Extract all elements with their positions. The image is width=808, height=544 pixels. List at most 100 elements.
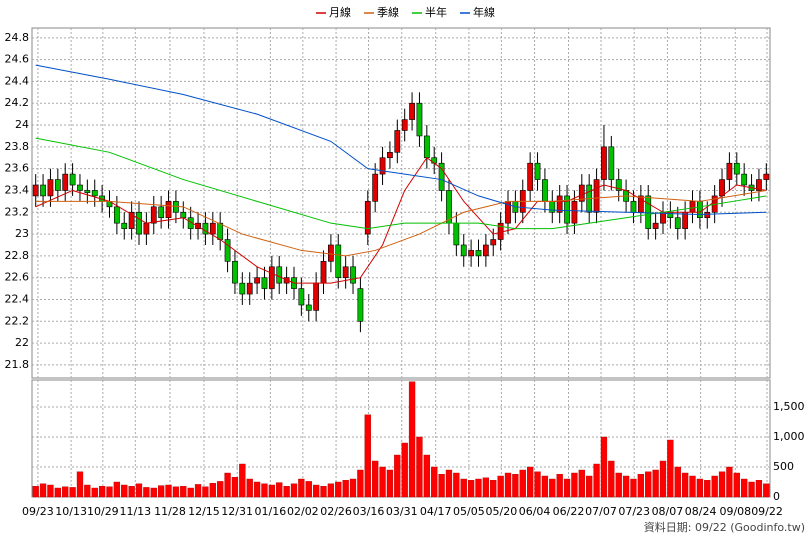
candle-body — [564, 195, 570, 224]
volume-bar — [261, 483, 268, 498]
volume-bar — [76, 471, 84, 498]
legend-label: 半年 — [425, 5, 447, 19]
volume-bar — [372, 460, 379, 498]
candle-body — [689, 201, 696, 213]
candle-body — [32, 184, 39, 197]
x-tick-label: 08/24 — [685, 505, 717, 518]
x-tick-label: 02/26 — [320, 505, 352, 518]
candle-body — [527, 162, 534, 191]
volume-bar — [541, 475, 549, 498]
y-tick-label: 22.2 — [5, 314, 30, 327]
volume-bar — [416, 436, 423, 498]
volume-bar — [342, 480, 349, 498]
volume-bar — [460, 478, 467, 498]
volume-bar — [482, 477, 490, 498]
volume-bar — [563, 478, 571, 498]
volume-bar — [423, 454, 430, 498]
volume-bar — [431, 466, 438, 498]
x-tick-label: 03/16 — [353, 505, 385, 518]
volume-bar — [659, 460, 667, 498]
volume-bar — [54, 487, 61, 498]
volume-bar — [113, 481, 121, 498]
candle-body — [704, 211, 711, 219]
candle-body — [202, 222, 209, 235]
volume-bar — [504, 472, 512, 498]
candle-body — [571, 201, 578, 224]
y-tick-label: 24 — [15, 118, 29, 131]
volume-bar — [741, 478, 748, 498]
volume-bar — [667, 439, 674, 498]
candle-body — [379, 157, 386, 175]
y-tick-label: 24.4 — [5, 74, 30, 87]
volume-panel — [31, 379, 771, 498]
volume-bar — [327, 483, 335, 498]
candle-body — [615, 179, 622, 191]
volume-bar — [681, 472, 689, 498]
candle-body — [77, 184, 83, 191]
candle-body — [158, 206, 165, 219]
candle-body — [741, 173, 748, 186]
volume-bar — [106, 486, 113, 498]
candle-body — [357, 288, 364, 322]
volume-bar — [202, 486, 209, 498]
volume-bar — [394, 454, 401, 498]
y-tick-label: 24.2 — [5, 96, 30, 109]
volume-bar — [763, 483, 770, 498]
candle-body — [372, 173, 379, 202]
candle-body — [54, 179, 61, 191]
volume-bar — [246, 478, 253, 498]
volume-bar — [467, 480, 475, 498]
candle-body — [136, 211, 142, 235]
volume-bar — [135, 483, 143, 498]
volume-bar — [157, 485, 165, 498]
candle-body — [224, 239, 231, 262]
volume-bar — [615, 472, 622, 498]
candle-body — [364, 201, 371, 235]
candle-body — [556, 195, 563, 213]
candle-body — [593, 179, 600, 213]
volume-bar — [652, 469, 659, 498]
y-tick-label: 22 — [15, 336, 29, 349]
volume-bar — [622, 475, 630, 498]
candle-body — [209, 222, 216, 235]
candle-body — [652, 222, 659, 229]
candle-body — [423, 135, 430, 159]
candle-body — [350, 266, 356, 284]
volume-bar — [586, 475, 593, 498]
volume-bar — [39, 483, 47, 498]
volume-bar — [364, 414, 371, 498]
candle-body — [453, 222, 460, 246]
volume-bar — [253, 481, 261, 498]
candle-body — [305, 304, 312, 311]
price-panel — [31, 27, 771, 379]
y-tick-label: 23.4 — [5, 183, 30, 196]
volume-bar — [305, 481, 312, 498]
x-tick-label: 05/05 — [453, 505, 485, 518]
candle-body — [143, 222, 150, 235]
volume-bar — [519, 469, 526, 498]
ma-line — [35, 64, 767, 215]
x-tick-label: 11/13 — [119, 505, 151, 518]
volume-bar — [600, 436, 608, 498]
candle-body — [128, 211, 135, 229]
y-tick-label: 24.8 — [5, 31, 30, 44]
x-tick-label: 09/23 — [22, 505, 54, 518]
volume-bar — [549, 478, 556, 498]
ma-line — [35, 157, 767, 284]
y2-tick-label: 1,000 — [773, 430, 805, 443]
candle-body — [608, 146, 615, 180]
candle-body — [401, 119, 408, 131]
volume-bar — [91, 487, 98, 498]
volume-bar — [696, 478, 704, 498]
volume-bar — [357, 469, 364, 498]
candle-body — [482, 244, 489, 257]
volume-bar — [98, 486, 106, 498]
y2-tick-label: 500 — [773, 460, 794, 473]
candle-body — [409, 102, 415, 120]
volume-bar — [165, 484, 172, 498]
candle-body — [62, 173, 69, 191]
volume-bar — [755, 480, 763, 498]
x-tick-label: 03/31 — [386, 505, 418, 518]
volume-bar — [290, 483, 298, 498]
